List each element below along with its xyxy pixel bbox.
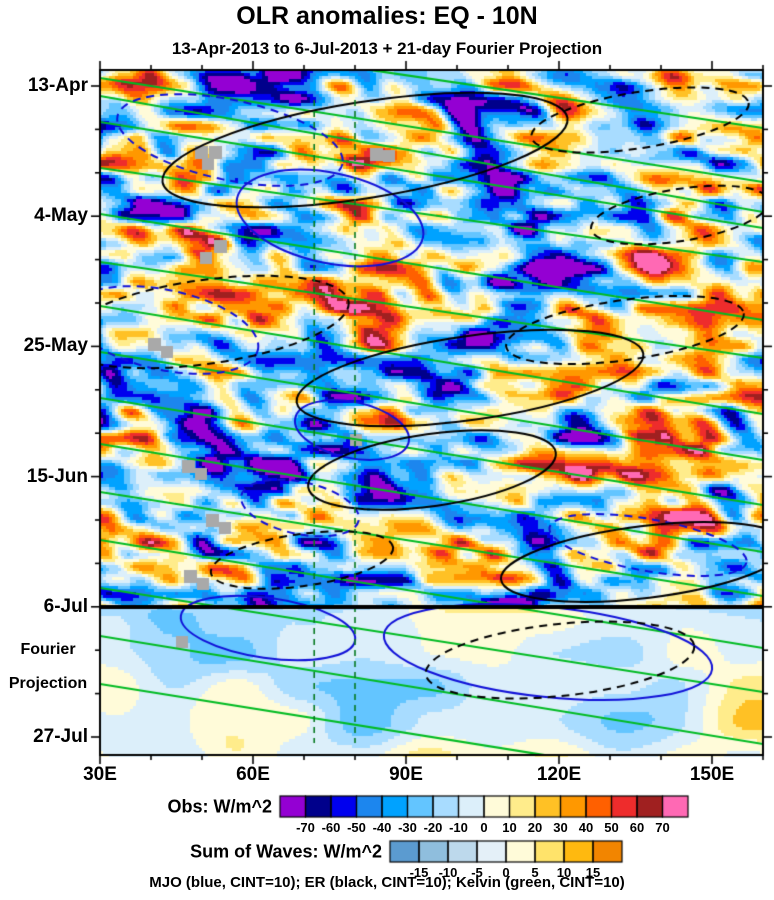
obs-colorbar-tick: -50 [347,820,366,835]
obs-colorbar-tick: 60 [629,820,645,835]
y-axis-tick-label-25-may: 25-May [23,335,88,357]
waves-colorbar-tick: -15 [409,865,429,880]
obs-colorbar-tick: 70 [655,820,670,835]
waves-colorbar-label: Sum of Waves: W/m^2 [190,841,382,862]
x-axis-tick-label-60e: 60E [236,764,270,785]
obs-colorbar-tick: 10 [502,820,517,835]
y-axis-tick-label-15-jun: 15-Jun [26,465,88,487]
x-axis-tick-label-90e: 90E [389,764,423,785]
chart-subtitle: 13-Apr-2013 to 6-Jul-2013 + 21-day Fouri… [171,39,603,58]
obs-colorbar-tick: 50 [604,820,619,835]
x-axis-tick-label-30e: 30E [83,764,117,785]
x-axis-tick-label-150e: 150E [689,764,735,785]
waves-colorbar-tick: 15 [585,865,601,880]
obs-colorbar-tick: 40 [578,820,594,835]
obs-colorbar-tick: -20 [423,820,443,835]
y-axis-tick-label-4-may: 4-May [34,205,88,227]
chart-title: OLR anomalies: EQ - 10N [236,2,538,30]
obs-colorbar-tick: -30 [398,820,417,835]
x-axis-tick-label-120e: 120E [536,764,582,785]
y-axis-tick-label-13-apr: 13-Apr [27,75,88,96]
obs-colorbar-tick: -10 [449,820,468,835]
obs-colorbar-tick: -40 [372,820,392,835]
waves-colorbar-tick: 10 [556,865,572,880]
waves-colorbar-tick: -5 [471,865,483,880]
fourier-projection-note-line: Fourier [20,641,76,658]
obs-colorbar-label: Obs: W/m^2 [167,796,272,817]
fourier-projection-note-line: Projection [8,675,88,692]
contour-legend-note: MJO (blue, CINT=10); ER (black, CINT=10)… [149,874,625,891]
obs-colorbar-tick: 20 [527,820,543,835]
y-axis-tick-label-6-jul: 6-Jul [43,595,88,617]
obs-colorbar-tick: -70 [296,820,315,835]
waves-colorbar-tick: 0 [502,865,510,880]
obs-colorbar-tick: 0 [480,820,488,835]
waves-colorbar-tick: 5 [531,865,539,880]
waves-colorbar-tick: -10 [438,865,458,880]
obs-colorbar-tick: -60 [321,820,341,835]
obs-colorbar-tick: 30 [553,820,568,835]
y-axis-tick-label-27-jul: 27-Jul [33,726,88,747]
